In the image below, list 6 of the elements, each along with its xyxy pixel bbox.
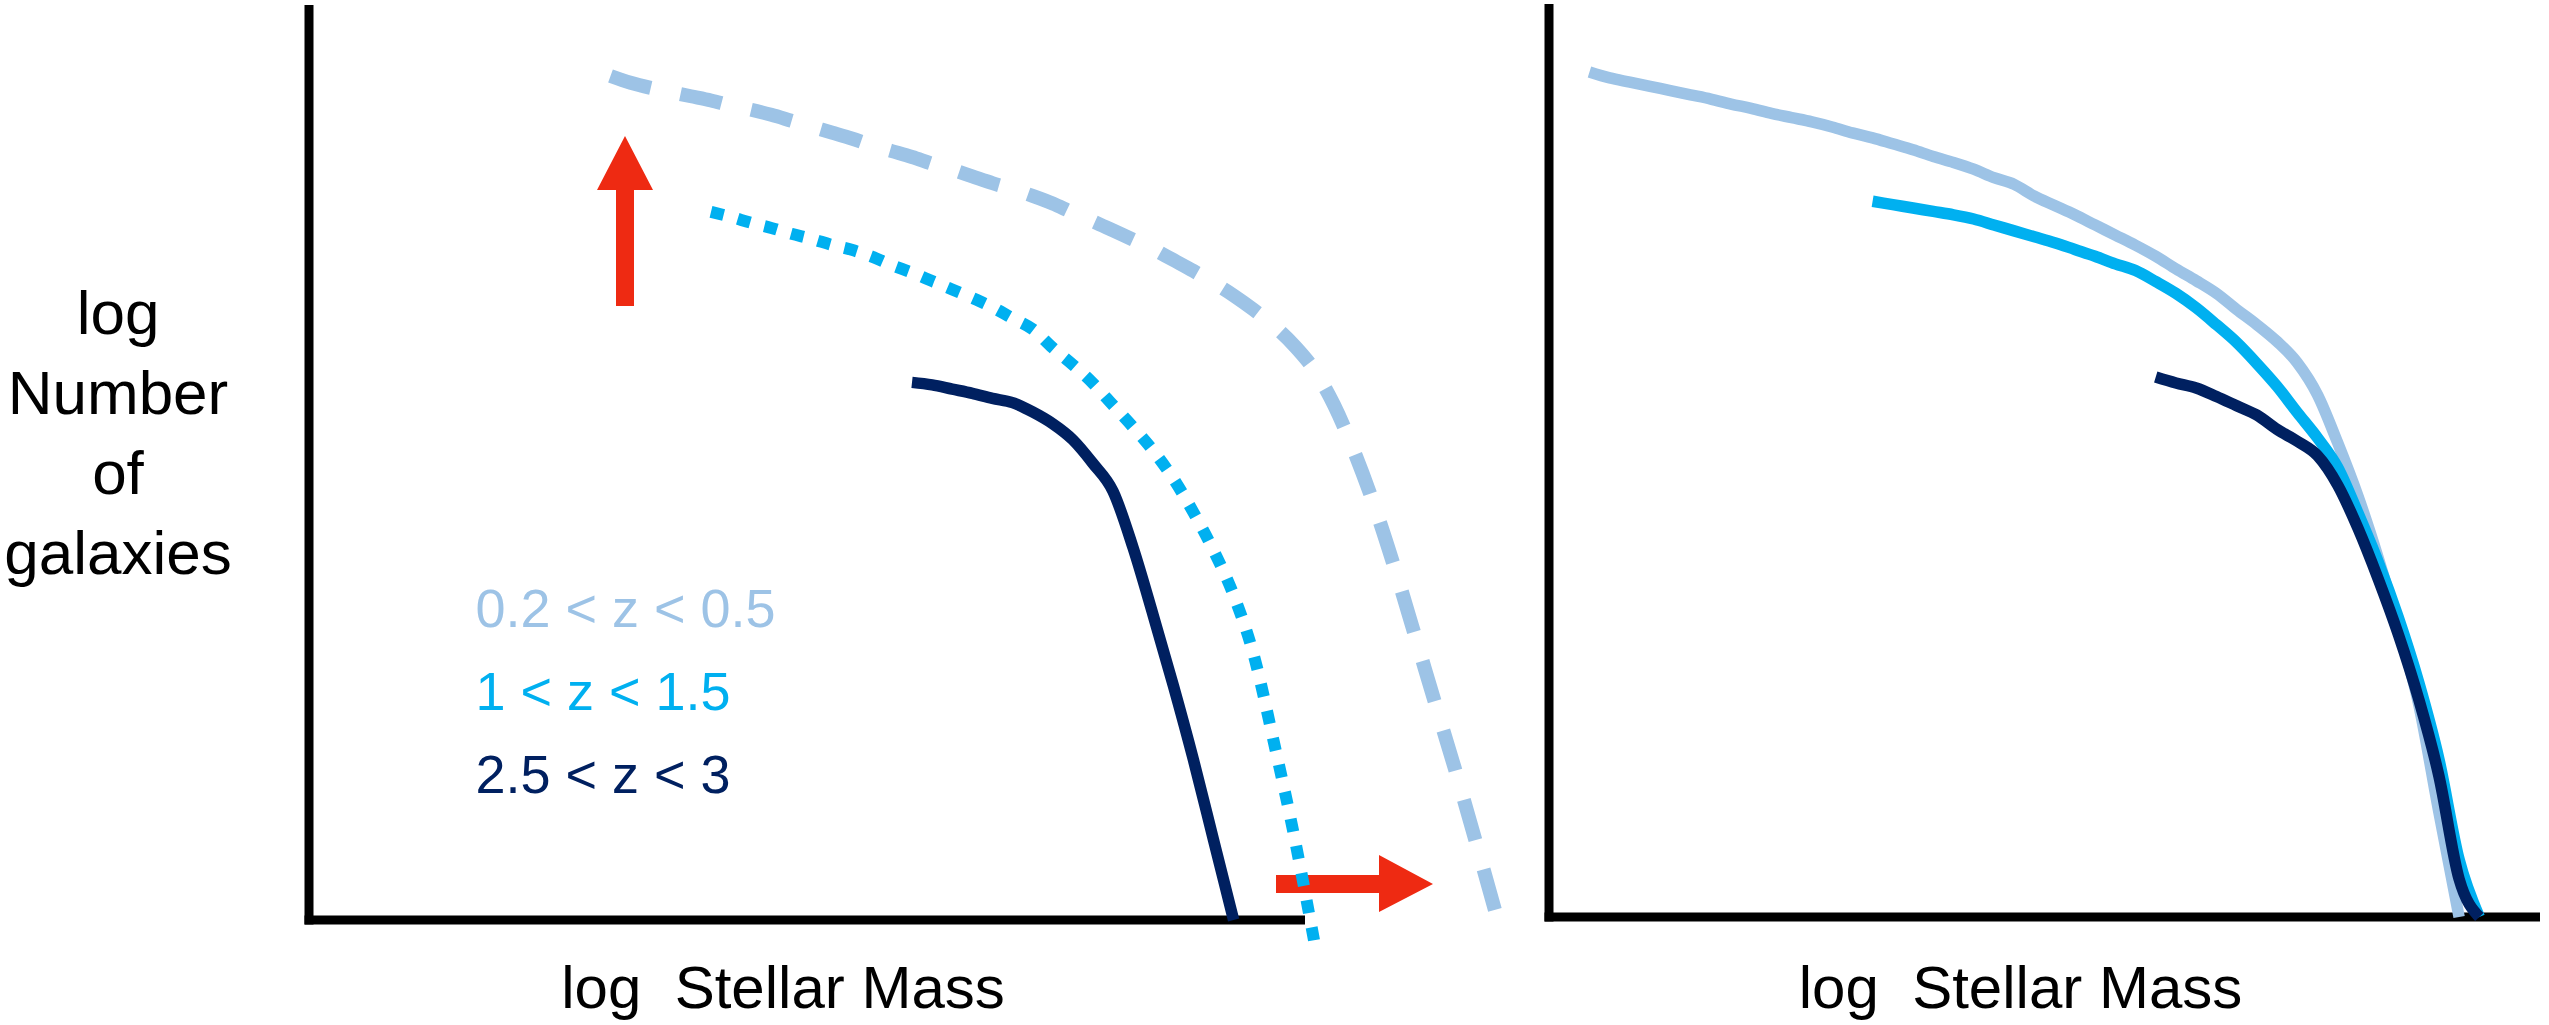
text: 1 < z < 1.5 bbox=[475, 661, 731, 722]
x-axis-title: log Stellar Mass bbox=[1798, 954, 2243, 1021]
x-axis-title: log Stellar Mass bbox=[561, 954, 1005, 1021]
y-axis-title: log Number of galaxies bbox=[4, 278, 232, 587]
text: 0.2 < z < 0.5 bbox=[475, 578, 776, 639]
text: 2.5 < z < 3 bbox=[475, 744, 731, 805]
